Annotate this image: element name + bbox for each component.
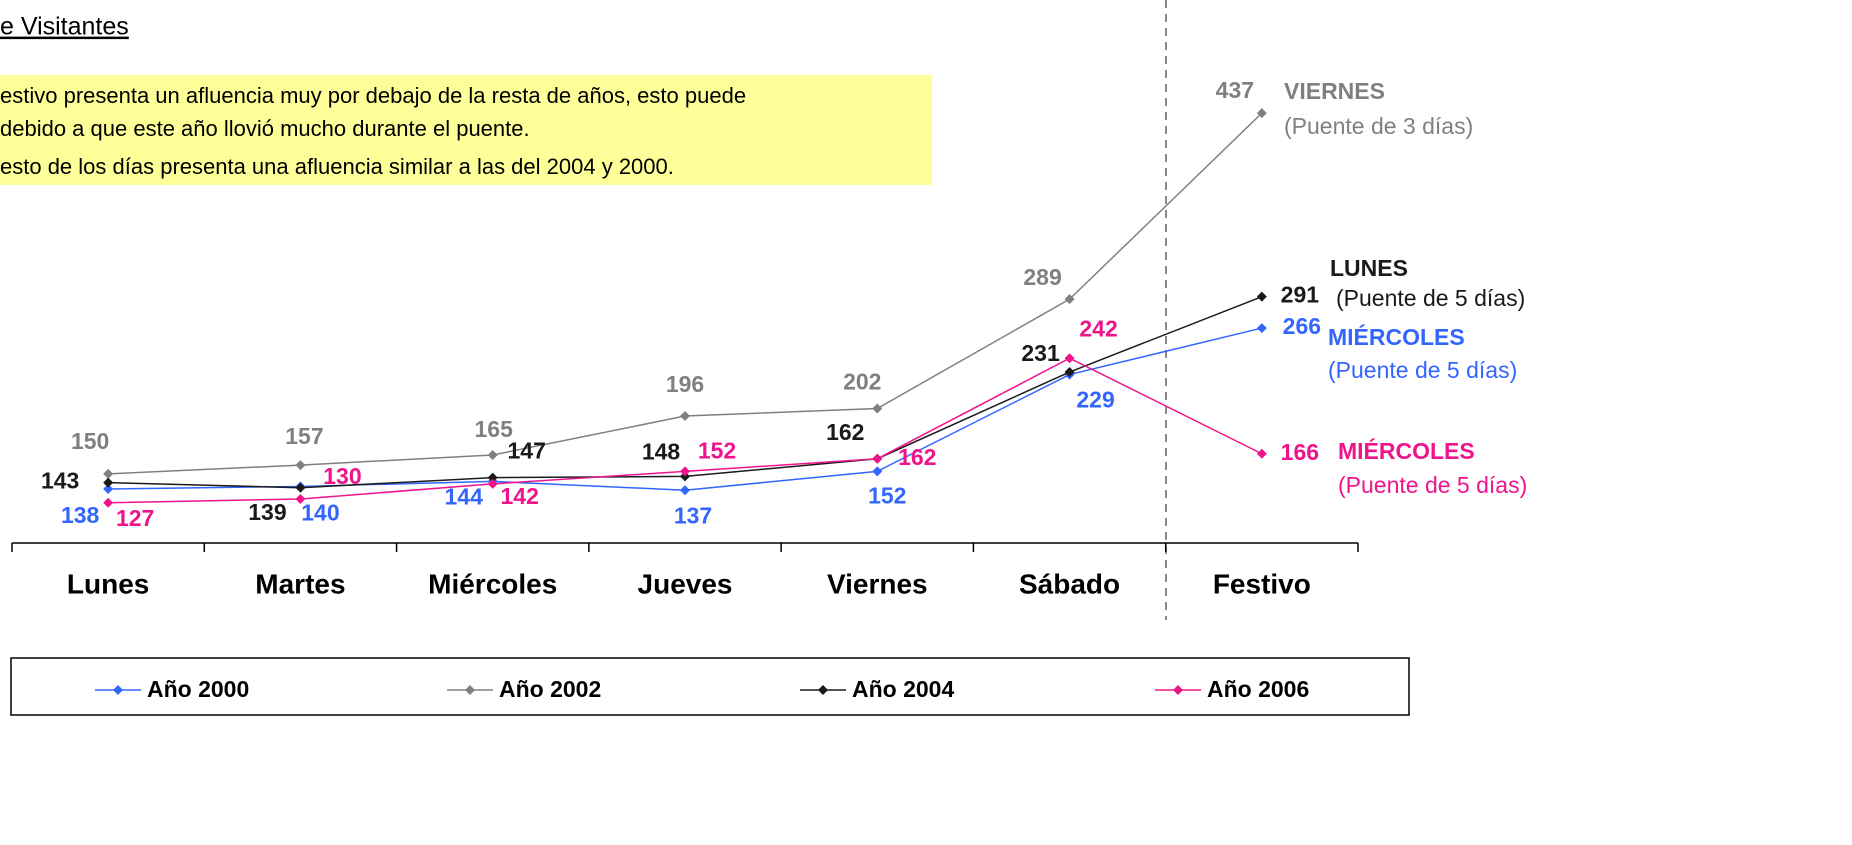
legend-label: Año 2000	[147, 676, 249, 702]
marker	[487, 478, 498, 489]
annotation: (Puente de 5 días)	[1338, 472, 1527, 498]
legend-marker	[818, 685, 828, 695]
data-label: 162	[826, 419, 864, 445]
annotation: MIÉRCOLES	[1328, 323, 1465, 350]
data-label: 266	[1283, 313, 1321, 339]
marker	[680, 411, 690, 422]
marker	[487, 472, 498, 483]
data-label: 231	[1021, 340, 1060, 366]
marker	[103, 483, 114, 494]
legend-marker	[465, 685, 475, 695]
data-label: 127	[116, 505, 154, 531]
data-label: 143	[41, 468, 79, 494]
marker	[295, 460, 306, 471]
data-label: 289	[1023, 264, 1061, 290]
marker	[1064, 367, 1075, 378]
marker	[872, 466, 883, 477]
annotation: VIERNES	[1284, 78, 1385, 104]
marker	[1064, 353, 1075, 364]
legend	[10, 657, 1410, 716]
x-tick-label: Viernes	[827, 568, 928, 599]
title: e Visitantes	[0, 13, 129, 41]
marker	[1256, 108, 1267, 119]
data-label: 150	[71, 428, 109, 454]
marker	[680, 466, 690, 477]
annotation: MIÉRCOLES	[1338, 437, 1475, 464]
marker	[872, 403, 883, 414]
x-tick-label: Martes	[255, 568, 345, 599]
annotation: LUNES	[1330, 255, 1408, 281]
legend-label: Año 2004	[852, 676, 954, 702]
marker	[680, 485, 690, 496]
marker	[680, 471, 690, 482]
data-label: 196	[666, 371, 704, 397]
data-label: 139	[248, 499, 286, 525]
marker	[103, 468, 114, 479]
data-label: 166	[1281, 439, 1319, 465]
data-label: 162	[898, 444, 936, 470]
legend-marker	[113, 685, 123, 695]
data-label: 291	[1281, 282, 1320, 308]
data-label: 140	[301, 500, 339, 526]
data-label: 229	[1076, 387, 1114, 413]
data-label: 165	[475, 416, 514, 442]
marker	[103, 497, 114, 508]
x-tick-label: Jueves	[638, 568, 733, 599]
marker	[103, 477, 114, 488]
marker	[1256, 448, 1267, 459]
legend-label: Año 2006	[1207, 676, 1309, 702]
note: esto de los días presenta una afluencia …	[0, 154, 674, 179]
marker	[1256, 323, 1267, 334]
data-label: 157	[285, 423, 323, 449]
legend-marker	[1173, 685, 1183, 695]
note: estivo presenta un afluencia muy por deb…	[0, 83, 746, 108]
x-tick-label: Lunes	[67, 568, 149, 599]
data-label: 202	[843, 369, 881, 395]
data-label: 152	[868, 482, 906, 508]
annotation: (Puente de 5 días)	[1336, 285, 1525, 311]
data-label: 437	[1216, 77, 1254, 103]
data-label: 148	[642, 438, 681, 464]
annotation: (Puente de 5 días)	[1328, 357, 1517, 383]
marker	[1064, 294, 1075, 305]
data-label: 152	[698, 437, 736, 463]
legend-label: Año 2002	[499, 676, 601, 702]
marker	[872, 453, 883, 464]
marker	[295, 494, 306, 505]
data-label: 142	[501, 483, 539, 509]
data-label: 242	[1079, 315, 1117, 341]
marker	[295, 482, 306, 493]
x-tick-label: Miércoles	[428, 568, 557, 599]
data-label: 130	[323, 463, 361, 489]
x-tick-label: Festivo	[1213, 568, 1311, 599]
marker	[487, 450, 498, 461]
data-label: 137	[674, 502, 712, 528]
data-label: 147	[508, 438, 546, 464]
x-tick-label: Sábado	[1019, 568, 1120, 599]
annotation: (Puente de 3 días)	[1284, 113, 1473, 139]
marker	[1256, 291, 1267, 302]
data-label: 138	[61, 502, 100, 528]
note: debido a que este año llovió mucho duran…	[0, 116, 530, 141]
note-box	[0, 75, 932, 185]
